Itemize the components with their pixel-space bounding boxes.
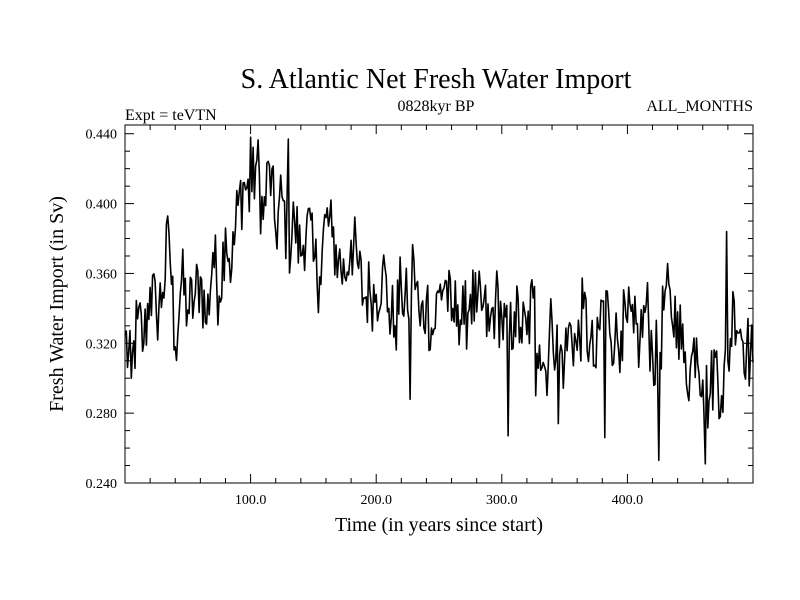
period-label: 0828kyr BP (398, 98, 475, 115)
x-tick-label: 300.0 (486, 493, 518, 508)
y-tick-label: 0.400 (86, 198, 118, 213)
x-tick-label: 200.0 (360, 493, 392, 508)
experiment-label: Expt = teVTN (125, 107, 217, 124)
series-line (124, 136, 754, 465)
x-tick-label: 400.0 (612, 493, 644, 508)
plot-frame (124, 124, 754, 484)
y-axis-label: Fresh Water Import (in Sv) (46, 196, 68, 412)
y-tick-label: 0.360 (86, 267, 118, 282)
x-axis-label: Time (in years since start) (335, 514, 543, 536)
y-tick-label: 0.240 (86, 477, 118, 492)
chart-title: S. Atlantic Net Fresh Water Import (241, 64, 632, 95)
x-tick-label: 100.0 (235, 493, 267, 508)
y-tick-label: 0.280 (86, 407, 118, 422)
y-tick-label: 0.320 (86, 337, 118, 352)
y-tick-label: 0.440 (86, 128, 118, 143)
months-label: ALL_MONTHS (646, 98, 753, 115)
